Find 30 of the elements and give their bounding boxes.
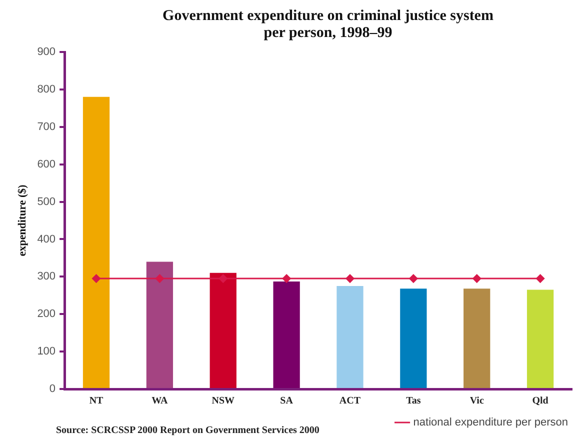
y-axis-title: expenditure ($) (16, 184, 28, 256)
y-tick-label: 300 (37, 270, 56, 283)
legend-label: national expenditure per person (413, 416, 568, 429)
y-tick-label: 400 (37, 233, 56, 246)
x-tick-label: Tas (406, 396, 421, 407)
y-tick-label: 700 (37, 120, 56, 133)
x-tick-label: WA (152, 396, 169, 407)
source-note: Source: SCRCSSP 2000 Report on Government Services 2000 (56, 425, 320, 436)
y-tick-label: 600 (37, 158, 56, 170)
bar (210, 272, 236, 388)
bar (82, 96, 110, 388)
bar (464, 288, 490, 388)
bar (146, 262, 174, 388)
x-tick-label: Vic (470, 396, 484, 407)
x-tick-label: NT (89, 396, 104, 407)
bar (400, 288, 427, 388)
y-tick-label: 100 (37, 346, 56, 358)
y-tick-label: 900 (37, 46, 56, 58)
chart-title: Government expenditure on criminal justice system per person, 1998–99 (162, 8, 494, 42)
x-tick-label: ACT (339, 396, 361, 407)
bar (526, 290, 554, 388)
y-tick-label: 800 (37, 83, 56, 96)
bar (273, 282, 300, 388)
y-tick-label: 0 (49, 383, 56, 396)
x-tick-label: Qld (532, 396, 549, 407)
y-tick-label: 500 (37, 196, 56, 208)
bar (336, 286, 364, 388)
x-tick-label: NSW (212, 396, 235, 407)
y-tick-label: 200 (37, 308, 56, 320)
x-tick-label: SA (280, 396, 294, 407)
